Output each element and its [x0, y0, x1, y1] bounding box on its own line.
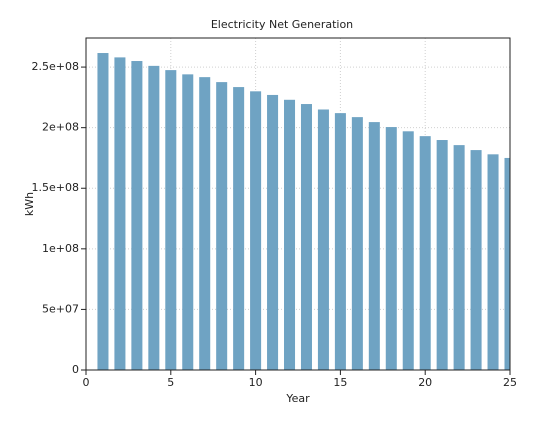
bar — [97, 53, 109, 370]
x-tick-label: 0 — [83, 376, 90, 389]
y-tick-label: 5e+07 — [42, 302, 79, 315]
y-tick-label: 2.5e+08 — [32, 60, 79, 73]
bar — [300, 104, 312, 370]
bar — [182, 74, 194, 370]
bar — [334, 113, 346, 370]
bar — [250, 91, 262, 370]
x-axis-label: Year — [285, 392, 310, 405]
y-tick-label: 1e+08 — [42, 242, 79, 255]
chart-title: Electricity Net Generation — [211, 18, 353, 31]
y-tick-label: 1.5e+08 — [32, 181, 79, 194]
bar — [402, 131, 414, 370]
bar — [436, 140, 448, 370]
bar — [351, 117, 363, 370]
bar — [453, 145, 465, 370]
y-tick-label: 2e+08 — [42, 121, 79, 134]
bar — [504, 157, 510, 370]
y-tick-label: 0 — [72, 363, 79, 376]
bar — [114, 57, 126, 370]
bar — [368, 122, 380, 370]
x-tick-label: 20 — [418, 376, 432, 389]
x-tick-label: 10 — [249, 376, 263, 389]
bar — [233, 87, 245, 370]
plot-frame — [85, 37, 511, 371]
bar — [487, 154, 499, 370]
bar — [216, 82, 228, 370]
bar — [317, 109, 329, 370]
bar — [267, 94, 279, 370]
x-tick-label: 15 — [333, 376, 347, 389]
bar — [284, 99, 296, 370]
bar — [148, 65, 160, 370]
y-axis-label: kWh — [23, 192, 36, 216]
x-tick-label: 5 — [167, 376, 174, 389]
bar — [419, 136, 431, 370]
bars — [97, 53, 510, 370]
bar — [165, 70, 177, 370]
bar — [199, 77, 211, 370]
x-tick-label: 25 — [503, 376, 517, 389]
bar — [470, 150, 482, 370]
bar — [131, 61, 143, 370]
bar — [385, 127, 397, 370]
